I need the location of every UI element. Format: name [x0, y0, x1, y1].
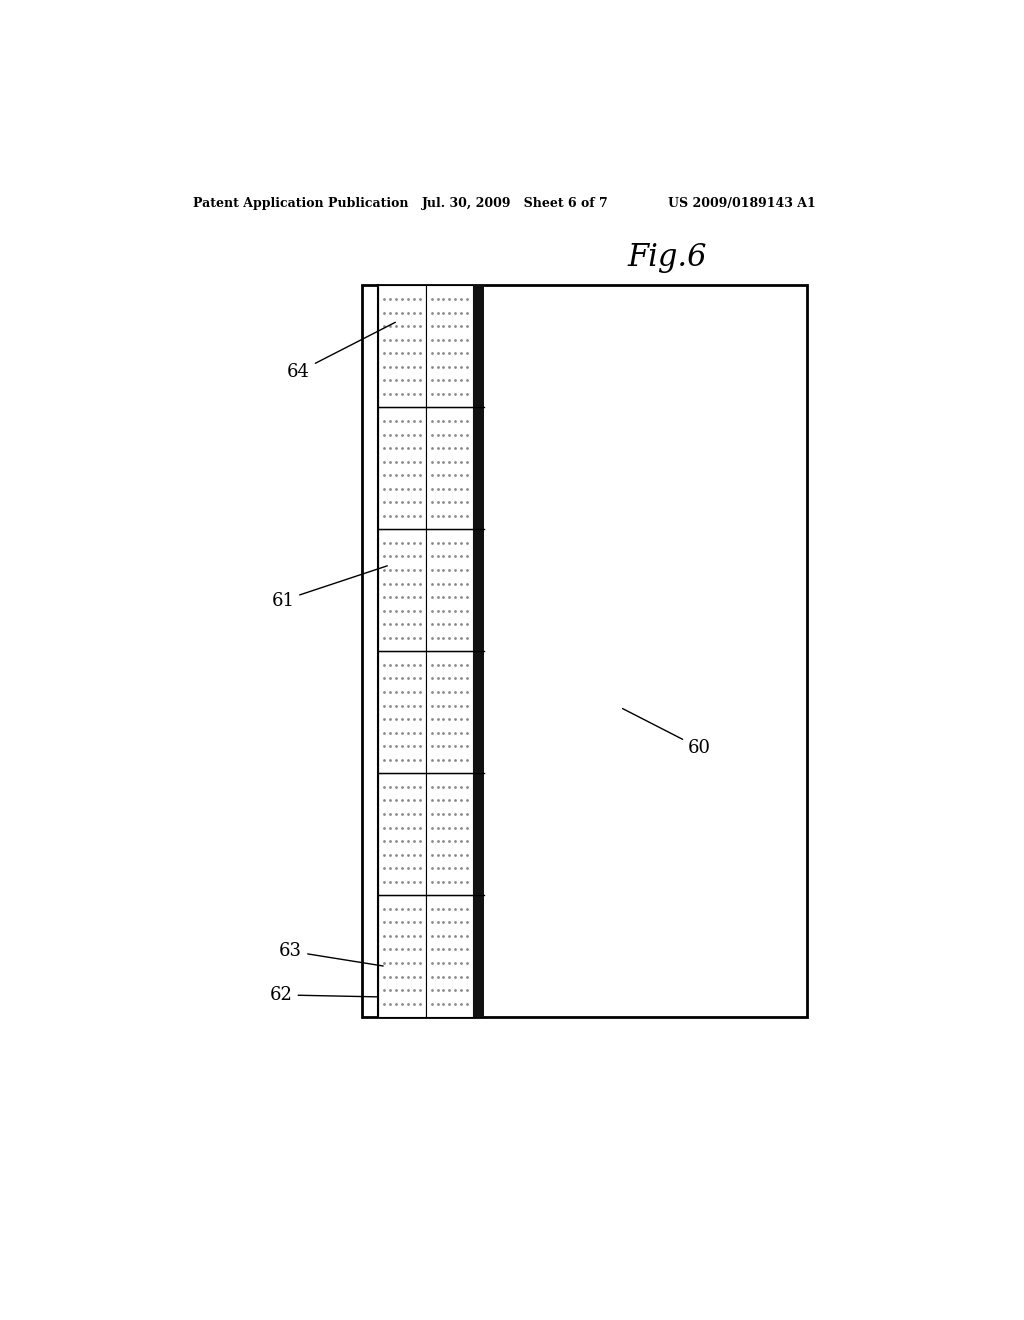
Bar — [378, 774, 426, 895]
Text: Patent Application Publication: Patent Application Publication — [194, 197, 409, 210]
Text: 62: 62 — [269, 986, 378, 1005]
Text: US 2009/0189143 A1: US 2009/0189143 A1 — [668, 197, 815, 210]
Text: 61: 61 — [271, 566, 387, 610]
Text: Fig.6: Fig.6 — [628, 242, 708, 273]
Bar — [426, 285, 473, 408]
Bar — [362, 285, 807, 1018]
Text: 60: 60 — [623, 709, 711, 756]
Bar — [426, 651, 473, 774]
Bar — [378, 285, 426, 408]
Text: 63: 63 — [280, 942, 383, 966]
Bar — [473, 285, 484, 1018]
Bar — [426, 774, 473, 895]
Bar — [426, 529, 473, 651]
Bar — [378, 651, 426, 774]
Bar — [378, 895, 426, 1018]
Bar — [378, 529, 426, 651]
Bar — [426, 895, 473, 1018]
Bar — [426, 408, 473, 529]
Bar — [378, 408, 426, 529]
Text: Jul. 30, 2009   Sheet 6 of 7: Jul. 30, 2009 Sheet 6 of 7 — [422, 197, 608, 210]
Text: 64: 64 — [287, 322, 395, 381]
